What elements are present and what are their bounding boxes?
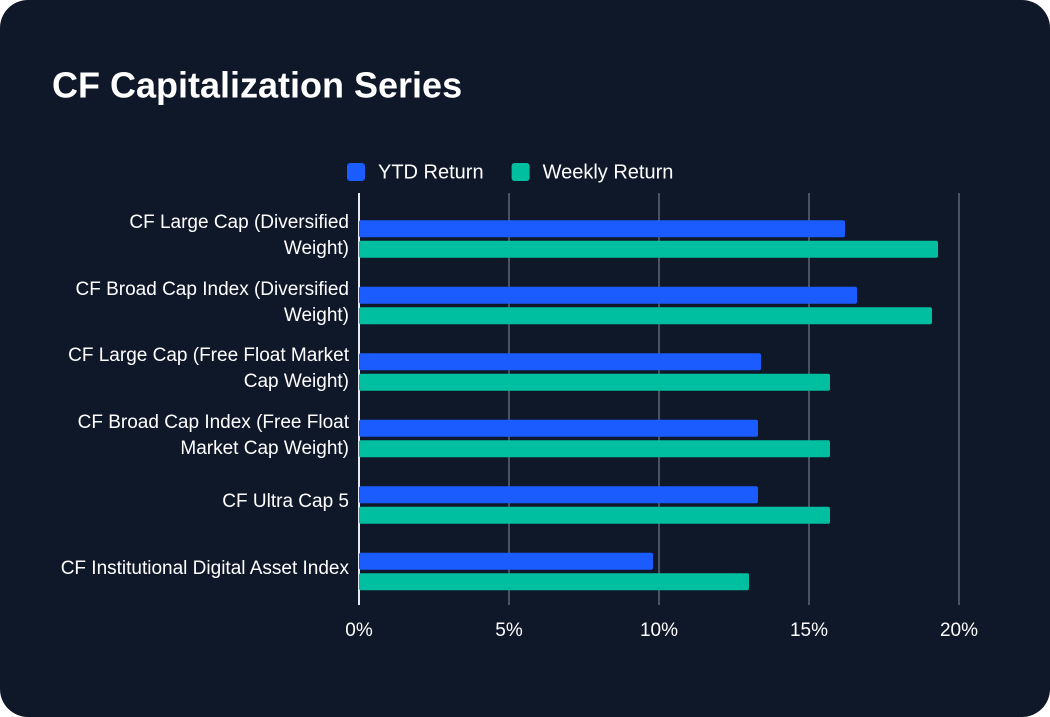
bar [359, 440, 830, 458]
legend-swatch [511, 163, 530, 181]
legend-swatch [347, 163, 365, 181]
bar [359, 240, 938, 258]
y-tick-label: CF Broad Cap Index (Free Float Market Ca… [77, 411, 349, 459]
x-tick-label: 20% [940, 620, 978, 641]
x-tick-label: 10% [640, 620, 678, 641]
legend-label: YTD Return [378, 161, 484, 183]
bar [359, 286, 857, 304]
bar [359, 419, 758, 437]
x-tick-label: 15% [790, 620, 828, 641]
y-tick-label: CF Large Cap (Free Float Market Cap Weig… [68, 345, 349, 393]
bar [359, 373, 830, 391]
chart-title: CF Capitalization Series [52, 65, 462, 106]
x-tick-label: 5% [495, 620, 523, 641]
legend-label: Weekly Return [543, 161, 674, 183]
bar [359, 552, 653, 570]
bar [359, 506, 830, 524]
y-tick-label: CF Ultra Cap 5 [222, 491, 349, 513]
x-tick-label: 0% [345, 620, 373, 641]
y-tick-label: CF Broad Cap Index (Diversified Weight) [75, 278, 350, 326]
bar [359, 486, 758, 504]
y-tick-label: CF Large Cap (Diversified Weight) [129, 212, 349, 260]
bar [359, 573, 749, 591]
bar [359, 220, 845, 238]
bar [359, 307, 932, 325]
y-tick-label: CF Institutional Digital Asset Index [60, 557, 349, 579]
bar [359, 353, 761, 371]
